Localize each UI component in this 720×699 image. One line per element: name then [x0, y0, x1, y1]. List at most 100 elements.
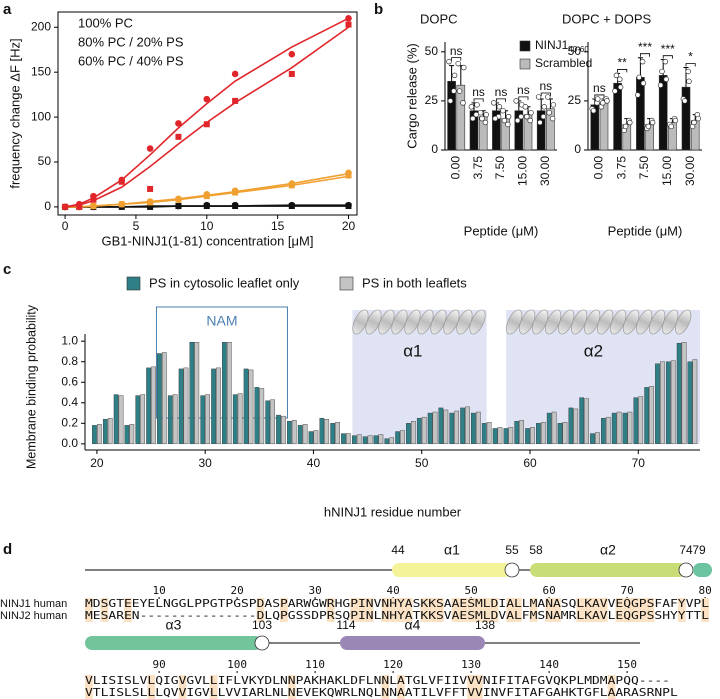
ruler-number: 120 [383, 658, 403, 671]
bar [687, 361, 693, 445]
identity-shade [365, 598, 374, 622]
data-point [537, 119, 543, 126]
identity-shade [482, 598, 491, 622]
ruler-number: 20 [230, 584, 243, 597]
legend-label: 80% PC / 20% PS [78, 34, 184, 49]
y-tick-label: 0 [44, 199, 51, 213]
data-point [501, 117, 508, 124]
data-point [460, 100, 466, 106]
marker [345, 203, 352, 210]
bar [475, 411, 481, 445]
identity-shade [490, 598, 499, 622]
significance-label: * [688, 50, 693, 64]
x-tick-label: 7.50 [637, 156, 651, 180]
data-point [474, 102, 480, 108]
x-tick-label: 15.00 [516, 156, 530, 186]
data-point [527, 117, 533, 124]
identity-shade [381, 598, 390, 622]
data-point [695, 115, 701, 122]
data-point [682, 98, 688, 104]
identity-shade [326, 598, 335, 622]
data-point [455, 60, 461, 67]
marker [90, 203, 97, 210]
data-point [657, 82, 664, 88]
helix-bar [392, 563, 512, 577]
y-tick-label: 0.0 [61, 436, 78, 450]
identity-shade [459, 598, 468, 622]
significance-bracket [451, 57, 462, 61]
identity-shade [467, 675, 475, 699]
data-point [685, 68, 691, 75]
data-point [447, 98, 454, 104]
bar [536, 423, 541, 445]
bar [216, 367, 221, 445]
x-tick-label: 60 [523, 456, 537, 470]
bar [400, 430, 405, 445]
marker [118, 201, 125, 208]
bar [525, 428, 530, 445]
x-tick-label: 7.50 [493, 156, 507, 180]
identity-shade [397, 598, 405, 622]
helix-label: α1 [444, 542, 460, 558]
ruler-number: 50 [464, 584, 477, 597]
marker [175, 120, 182, 127]
bar [432, 411, 438, 445]
bar [135, 395, 141, 445]
ruler-number: 100 [227, 658, 247, 671]
identity-shade [358, 598, 366, 622]
x-axis-label: hNINJ1 residue number [324, 504, 462, 519]
data-point [663, 76, 669, 83]
x-tick-label: 20 [90, 456, 104, 470]
bar [644, 387, 650, 445]
identity-shade [553, 598, 561, 622]
helix-end: 103 [252, 618, 272, 632]
bar [568, 407, 574, 445]
bar [351, 435, 357, 445]
bar [146, 367, 151, 445]
identity-shade [256, 598, 265, 622]
bar [237, 393, 243, 445]
data-point [635, 92, 641, 98]
bar [557, 423, 563, 445]
data-point [540, 113, 547, 120]
bar [97, 424, 102, 445]
data-point [612, 88, 618, 94]
bar [259, 388, 265, 445]
bar [151, 366, 156, 445]
marker [203, 203, 210, 210]
data-point [691, 119, 697, 126]
bar [655, 363, 660, 445]
legend-label: PS in both leaflets [362, 275, 467, 290]
x-tick-label: 70 [632, 456, 646, 470]
helix-end: 74 [679, 543, 693, 557]
significance-label: ** [618, 56, 628, 70]
x-tick-label: 15.00 [660, 156, 674, 186]
identity-shade [475, 598, 483, 622]
bar [471, 412, 476, 445]
data-point [461, 64, 467, 71]
bar [633, 397, 639, 445]
y-tick-label: 0.8 [61, 354, 78, 368]
x-axis-label: Peptide (μM) [464, 223, 539, 238]
y-tick-label: 0.2 [61, 415, 78, 429]
data-point [546, 109, 552, 116]
bar [367, 435, 373, 445]
identity-shade [124, 598, 132, 622]
bar [243, 368, 249, 445]
data-point [636, 74, 642, 81]
y-tick-label: 0.4 [61, 395, 78, 409]
helix-cap [504, 562, 520, 578]
helix-bar [693, 563, 712, 577]
marker [175, 203, 182, 210]
ruler-number: 60 [542, 584, 555, 597]
marker [62, 203, 69, 210]
bar [636, 77, 645, 151]
significance-bracket [640, 53, 650, 57]
identity-shade [592, 598, 600, 622]
legend-swatch [519, 40, 531, 52]
data-point [617, 84, 624, 90]
marker [118, 178, 125, 185]
data-point [645, 123, 652, 130]
marker [175, 196, 182, 203]
data-point [668, 123, 674, 130]
